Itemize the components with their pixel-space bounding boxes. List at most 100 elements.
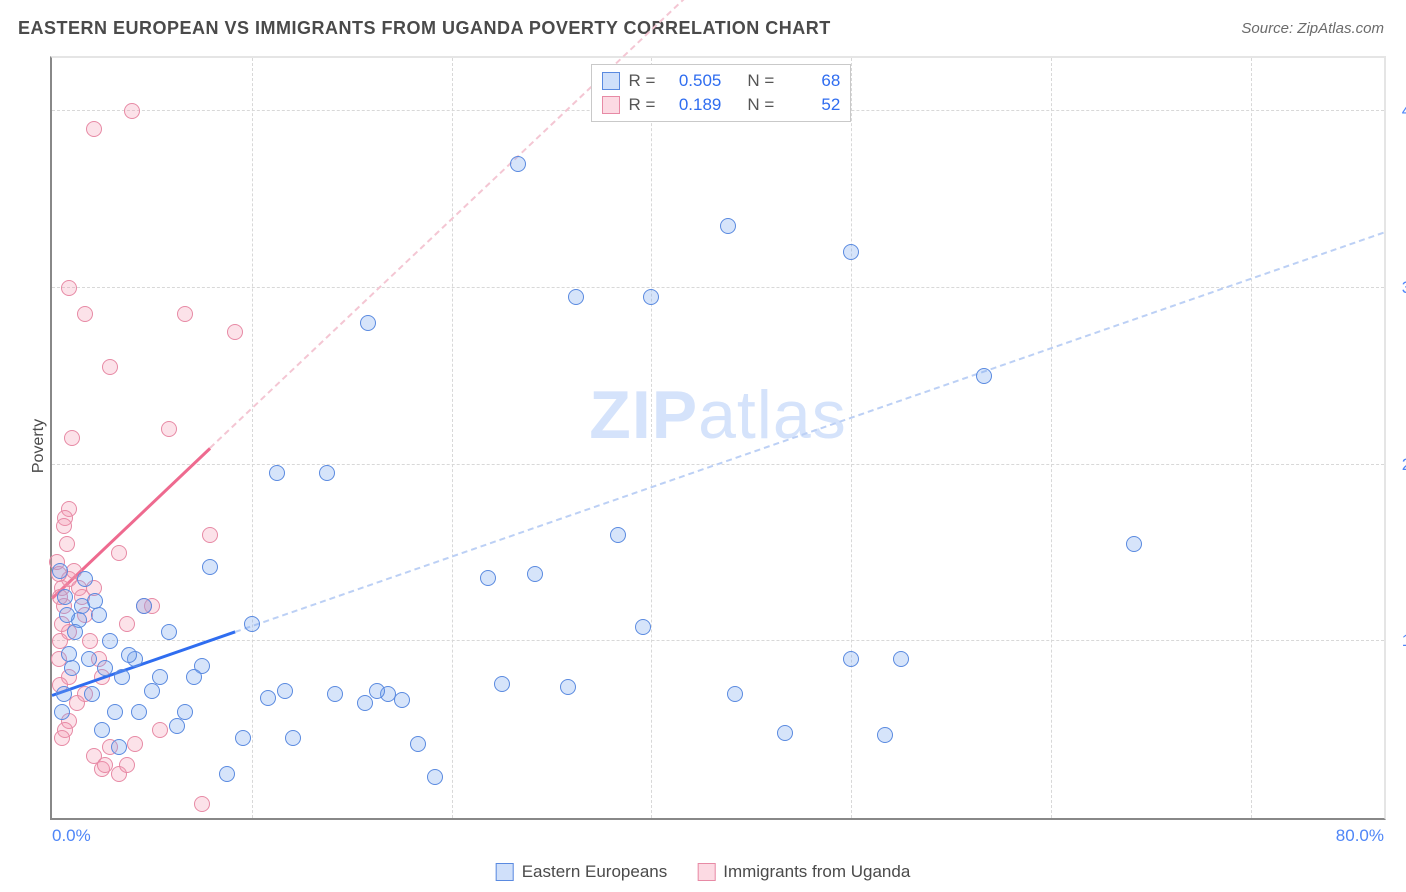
- source-value: ZipAtlas.com: [1297, 20, 1384, 37]
- x-tick-label: 0.0%: [52, 826, 91, 846]
- data-point-pink: [111, 545, 127, 561]
- data-point-pink: [177, 306, 193, 322]
- data-point-blue: [877, 727, 893, 743]
- legend-item-blue: Eastern Europeans: [496, 862, 668, 882]
- data-point-pink: [119, 757, 135, 773]
- data-point-blue: [610, 527, 626, 543]
- data-point-blue: [568, 289, 584, 305]
- stats-row-blue: R = 0.505 N = 68: [602, 69, 840, 93]
- data-point-blue: [102, 633, 118, 649]
- legend-label-blue: Eastern Europeans: [522, 862, 668, 882]
- grid-v: [651, 58, 652, 818]
- data-point-blue: [57, 589, 73, 605]
- data-point-blue: [235, 730, 251, 746]
- watermark-bold: ZIP: [589, 377, 698, 453]
- data-point-pink: [127, 736, 143, 752]
- data-point-blue: [720, 218, 736, 234]
- y-tick-label: 10.0%: [1402, 631, 1406, 651]
- stats-n-value: 52: [782, 93, 840, 117]
- data-point-blue: [81, 651, 97, 667]
- stats-r-value: 0.189: [663, 93, 721, 117]
- grid-v: [252, 58, 253, 818]
- data-point-blue: [94, 722, 110, 738]
- grid-v: [1051, 58, 1052, 818]
- data-point-blue: [64, 660, 80, 676]
- data-point-blue: [643, 289, 659, 305]
- data-point-pink: [152, 722, 168, 738]
- stats-swatch-blue: [602, 72, 620, 90]
- source-label: Source: ZipAtlas.com: [1241, 20, 1384, 37]
- data-point-pink: [69, 695, 85, 711]
- legend: Eastern Europeans Immigrants from Uganda: [496, 862, 911, 882]
- y-tick-label: 30.0%: [1402, 278, 1406, 298]
- data-point-blue: [427, 769, 443, 785]
- data-point-blue: [319, 465, 335, 481]
- grid-v: [452, 58, 453, 818]
- data-point-blue: [121, 647, 137, 663]
- data-point-blue: [161, 624, 177, 640]
- data-point-blue: [107, 704, 123, 720]
- data-point-blue: [136, 598, 152, 614]
- y-tick-label: 40.0%: [1402, 101, 1406, 121]
- source-prefix: Source:: [1241, 20, 1297, 37]
- data-point-pink: [161, 421, 177, 437]
- data-point-blue: [843, 651, 859, 667]
- legend-item-pink: Immigrants from Uganda: [697, 862, 910, 882]
- legend-label-pink: Immigrants from Uganda: [723, 862, 910, 882]
- data-point-pink: [124, 103, 140, 119]
- data-point-blue: [111, 739, 127, 755]
- data-point-blue: [84, 686, 100, 702]
- y-axis-label: Poverty: [30, 419, 48, 473]
- stats-r-label: R =: [628, 69, 655, 93]
- data-point-blue: [67, 624, 83, 640]
- data-point-blue: [152, 669, 168, 685]
- data-point-blue: [169, 718, 185, 734]
- data-point-pink: [77, 306, 93, 322]
- data-point-blue: [360, 315, 376, 331]
- data-point-blue: [494, 676, 510, 692]
- y-tick-label: 20.0%: [1402, 455, 1406, 475]
- data-point-blue: [777, 725, 793, 741]
- data-point-blue: [480, 570, 496, 586]
- data-point-blue: [61, 646, 77, 662]
- data-point-blue: [560, 679, 576, 695]
- data-point-blue: [727, 686, 743, 702]
- stats-n-value: 68: [782, 69, 840, 93]
- data-point-blue: [54, 704, 70, 720]
- data-point-blue: [277, 683, 293, 699]
- legend-swatch-blue: [496, 863, 514, 881]
- stats-n-label: N =: [747, 69, 774, 93]
- watermark: ZIPatlas: [589, 376, 846, 454]
- correlation-stats-box: R = 0.505 N = 68R = 0.189 N = 52: [591, 64, 851, 122]
- data-point-pink: [59, 536, 75, 552]
- data-point-blue: [369, 683, 385, 699]
- legend-swatch-pink: [697, 863, 715, 881]
- data-point-blue: [114, 669, 130, 685]
- chart-title: EASTERN EUROPEAN VS IMMIGRANTS FROM UGAN…: [18, 18, 831, 39]
- data-point-pink: [102, 359, 118, 375]
- scatter-plot: ZIPatlas 10.0%20.0%30.0%40.0%0.0%80.0%R …: [50, 56, 1386, 820]
- data-point-blue: [635, 619, 651, 635]
- data-point-pink: [227, 324, 243, 340]
- data-point-blue: [327, 686, 343, 702]
- data-point-blue: [186, 669, 202, 685]
- data-point-blue: [269, 465, 285, 481]
- data-point-blue: [77, 571, 93, 587]
- data-point-blue: [510, 156, 526, 172]
- stats-swatch-pink: [602, 96, 620, 114]
- stats-r-value: 0.505: [663, 69, 721, 93]
- data-point-blue: [843, 244, 859, 260]
- grid-v: [1251, 58, 1252, 818]
- data-point-blue: [97, 660, 113, 676]
- stats-n-label: N =: [747, 93, 774, 117]
- data-point-blue: [52, 563, 68, 579]
- data-point-blue: [527, 566, 543, 582]
- data-point-pink: [194, 796, 210, 812]
- data-point-blue: [177, 704, 193, 720]
- data-point-blue: [260, 690, 276, 706]
- data-point-blue: [976, 368, 992, 384]
- data-point-blue: [91, 607, 107, 623]
- data-point-blue: [56, 686, 72, 702]
- x-tick-label: 80.0%: [1336, 826, 1384, 846]
- data-point-blue: [144, 683, 160, 699]
